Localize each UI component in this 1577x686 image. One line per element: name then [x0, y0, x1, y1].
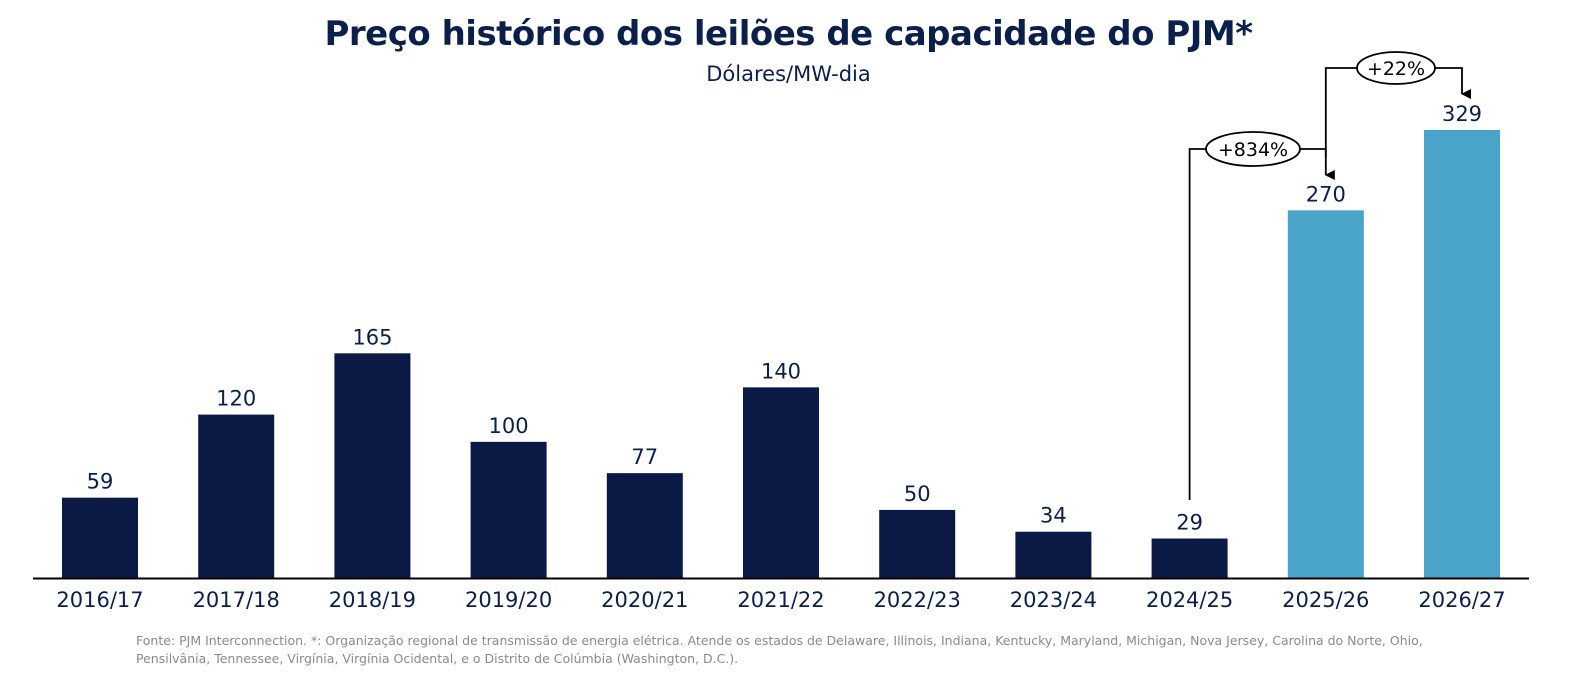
data-label: 77 [631, 445, 658, 469]
x-tick-label: 2021/22 [737, 588, 824, 612]
x-tick-label: 2017/18 [193, 588, 280, 612]
bar-2022-23 [879, 509, 956, 578]
chart-subtitle: Dólares/MW-dia [706, 62, 871, 86]
x-tick-label: 2016/17 [56, 588, 143, 612]
x-tick-label: 2023/24 [1010, 588, 1097, 612]
data-label: 34 [1040, 504, 1067, 528]
data-label: 140 [761, 359, 801, 383]
bar-2021-22 [743, 387, 819, 578]
bar-2016-17 [62, 497, 138, 578]
x-tick-label: 2022/23 [874, 588, 961, 612]
data-label: 29 [1176, 511, 1203, 535]
x-tick-label: 2020/21 [601, 588, 688, 612]
growth-label: +22% [1367, 58, 1425, 80]
bar-2026-27 [1424, 130, 1500, 578]
source-footnote: Fonte: PJM Interconnection. *: Organizaç… [136, 633, 1423, 666]
chart-title: Preço histórico dos leilões de capacidad… [324, 14, 1253, 54]
bar-2018-19 [334, 353, 411, 578]
x-tick-label: 2019/20 [465, 588, 552, 612]
data-label: 59 [87, 470, 114, 494]
growth-bubble [1205, 131, 1301, 167]
growth-bubble [1356, 51, 1436, 85]
data-label: 329 [1442, 102, 1482, 126]
data-label: 120 [216, 387, 256, 411]
bar-2024-25 [1151, 538, 1228, 578]
bar-2023-24 [1015, 531, 1092, 578]
x-tick-label: 2024/25 [1146, 588, 1233, 612]
data-label: 100 [489, 414, 529, 438]
growth-label: +834% [1218, 139, 1288, 161]
bar-2025-26 [1287, 210, 1364, 578]
x-tick-label: 2026/27 [1418, 588, 1505, 612]
data-label: 165 [352, 325, 392, 349]
bar-2020-21 [606, 473, 683, 578]
bar-chart: 59 2016/17 120 2017/18 165 2018/19 100 2019/20 7… [33, 51, 1529, 612]
x-tick-label: 2025/26 [1282, 588, 1369, 612]
bar-2017-18 [198, 414, 275, 578]
data-label: 50 [904, 482, 931, 506]
bar-2019-20 [470, 441, 547, 578]
x-tick-label: 2018/19 [329, 588, 416, 612]
data-label: 270 [1306, 182, 1346, 206]
